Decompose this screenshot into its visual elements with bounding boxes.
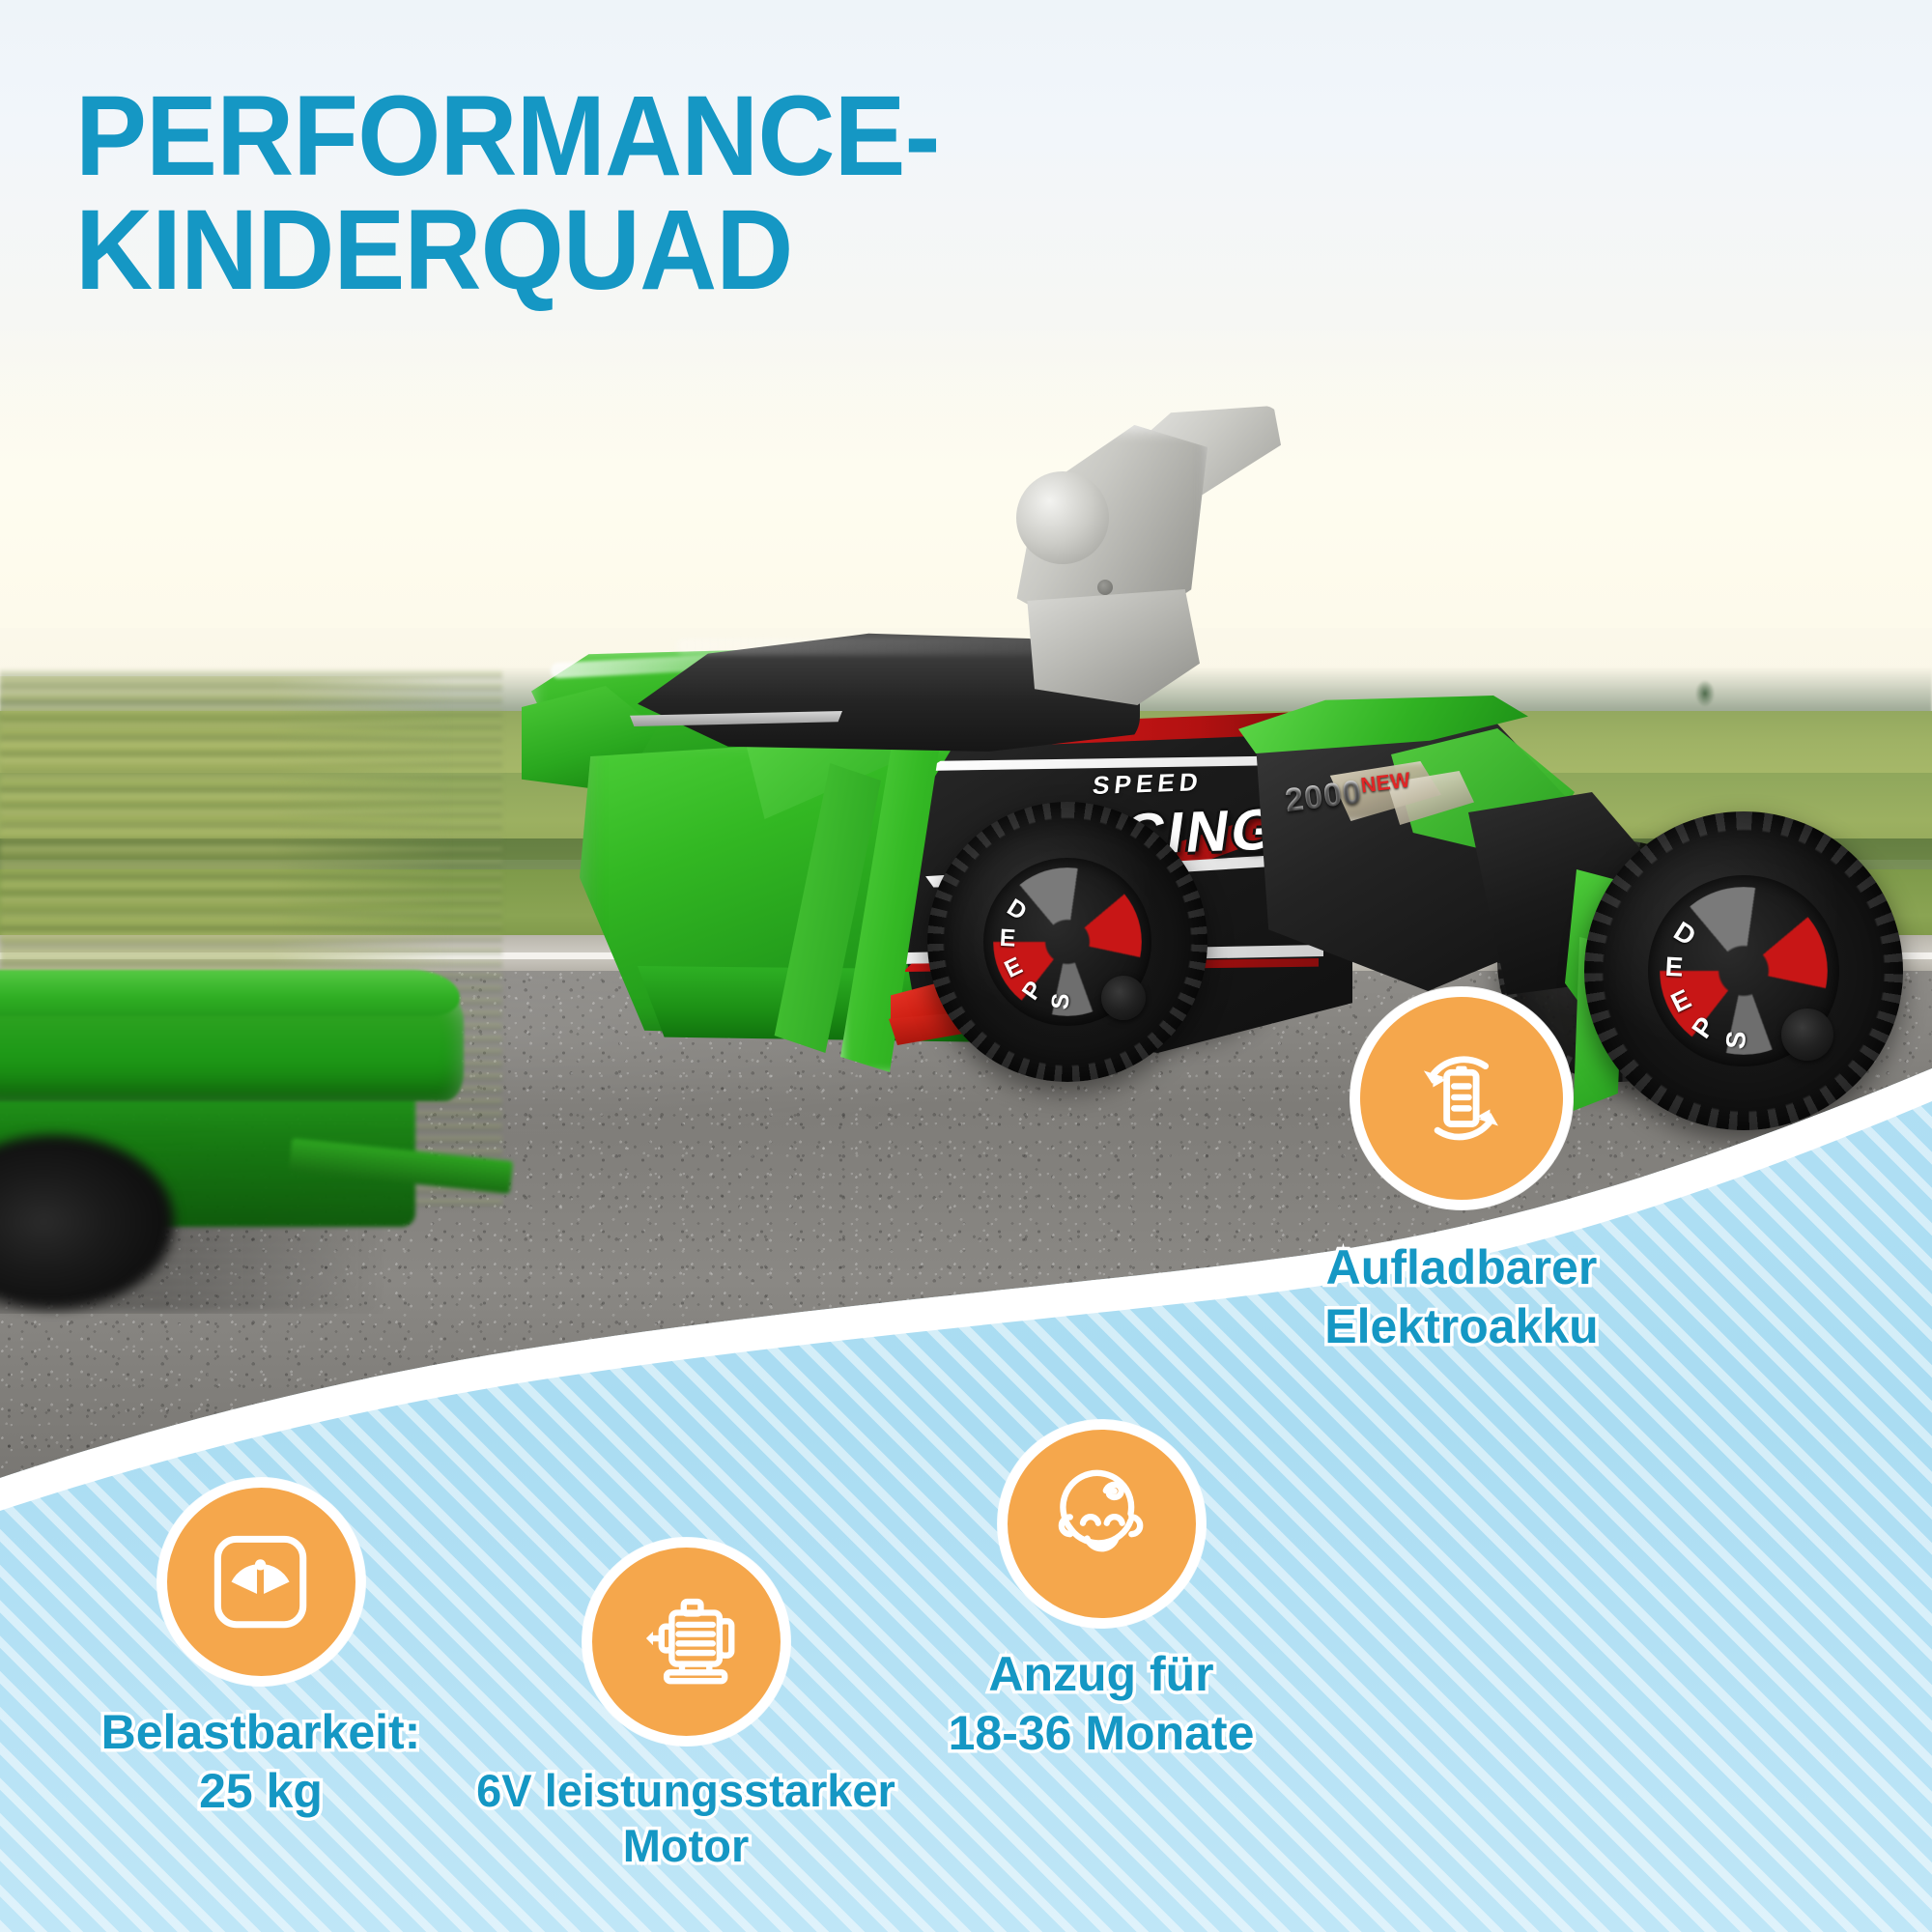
seat-highlight <box>676 638 1043 655</box>
feature-icon-bubble <box>1350 987 1573 1209</box>
steering-column-base <box>1027 589 1200 705</box>
electric-motor-icon <box>646 1598 735 1685</box>
seat-rail <box>630 711 842 726</box>
feature-label: Aufladbarer Elektroakku <box>1321 1237 1602 1357</box>
hub-cap <box>1781 1009 1833 1061</box>
feature-icon-bubble <box>582 1538 790 1746</box>
feature-akku[interactable]: Aufladbarer Elektroakku <box>1254 987 1669 1357</box>
sky-haze <box>0 319 1932 628</box>
feature-icon-bubble <box>156 1478 365 1686</box>
feature-panel <box>0 976 1932 1932</box>
trailer-tub-rim <box>0 970 460 1016</box>
motion-blur-streaks <box>0 676 454 985</box>
feature-label: Belastbarkeit: 25 kg <box>98 1702 424 1822</box>
decal-model-number-text: 2000 <box>1283 773 1364 820</box>
hub-cap <box>1101 976 1146 1020</box>
feature-label: 6V leistungsstarker Motor <box>473 1762 899 1875</box>
feature-altersempfehlung[interactable]: Anzug für 18-36 Monate <box>898 1420 1304 1764</box>
lone-tree <box>1692 676 1718 711</box>
baby-face-icon <box>1059 1469 1144 1552</box>
decal-speed: SPEED <box>1091 767 1205 800</box>
steering-column-screw <box>1097 580 1113 595</box>
trailer <box>0 970 514 1314</box>
feature-motor[interactable]: 6V leistungsstarker Motor <box>464 1538 908 1875</box>
weight-scale-icon <box>214 1535 307 1629</box>
decal-model-suffix-text: NEW <box>1359 767 1412 798</box>
feature-icon-bubble <box>997 1420 1206 1628</box>
kids-quad-atv: SPEED RACING 2000NEW S <box>522 406 1903 1372</box>
rechargeable-battery-icon <box>1423 1056 1499 1141</box>
feature-label: Anzug für 18-36 Monate <box>945 1644 1258 1764</box>
steering-column-knob <box>1016 471 1109 564</box>
feature-belastbarkeit[interactable]: Belastbarkeit: 25 kg <box>58 1478 464 1822</box>
page-title: PERFORMANCE- KINDERQUAD <box>75 72 940 314</box>
